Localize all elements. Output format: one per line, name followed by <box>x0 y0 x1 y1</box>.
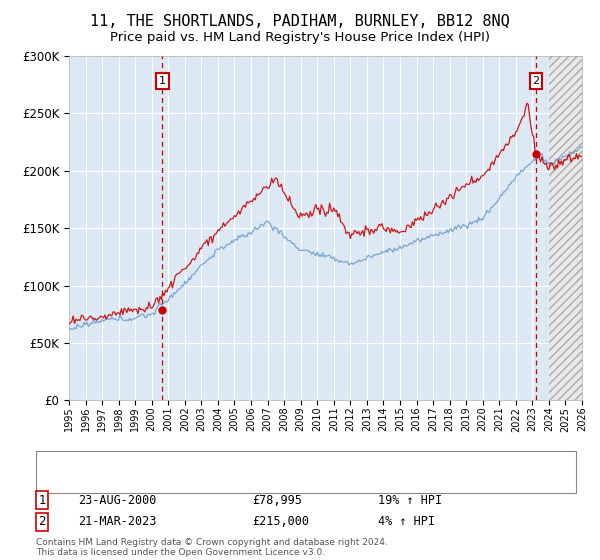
Text: 1: 1 <box>159 76 166 86</box>
Text: 21-MAR-2023: 21-MAR-2023 <box>78 515 157 529</box>
Text: £215,000: £215,000 <box>252 515 309 529</box>
Text: £78,995: £78,995 <box>252 493 302 507</box>
Text: ─────: ───── <box>48 476 86 489</box>
Bar <box>549 56 582 400</box>
Text: 11, THE SHORTLANDS, PADIHAM, BURNLEY, BB12 8NQ (detached house): 11, THE SHORTLANDS, PADIHAM, BURNLEY, BB… <box>87 459 465 468</box>
Text: 19% ↑ HPI: 19% ↑ HPI <box>378 493 442 507</box>
Text: Price paid vs. HM Land Registry's House Price Index (HPI): Price paid vs. HM Land Registry's House … <box>110 31 490 44</box>
Text: 2: 2 <box>532 76 539 86</box>
Text: HPI: Average price, detached house, Burnley: HPI: Average price, detached house, Burn… <box>87 477 320 487</box>
Text: 23-AUG-2000: 23-AUG-2000 <box>78 493 157 507</box>
Text: 4% ↑ HPI: 4% ↑ HPI <box>378 515 435 529</box>
Text: 2: 2 <box>38 515 46 529</box>
Text: 1: 1 <box>38 493 46 507</box>
Text: Contains HM Land Registry data © Crown copyright and database right 2024.
This d: Contains HM Land Registry data © Crown c… <box>36 538 388 557</box>
Text: 11, THE SHORTLANDS, PADIHAM, BURNLEY, BB12 8NQ: 11, THE SHORTLANDS, PADIHAM, BURNLEY, BB… <box>90 14 510 29</box>
Text: ─────: ───── <box>48 457 86 470</box>
